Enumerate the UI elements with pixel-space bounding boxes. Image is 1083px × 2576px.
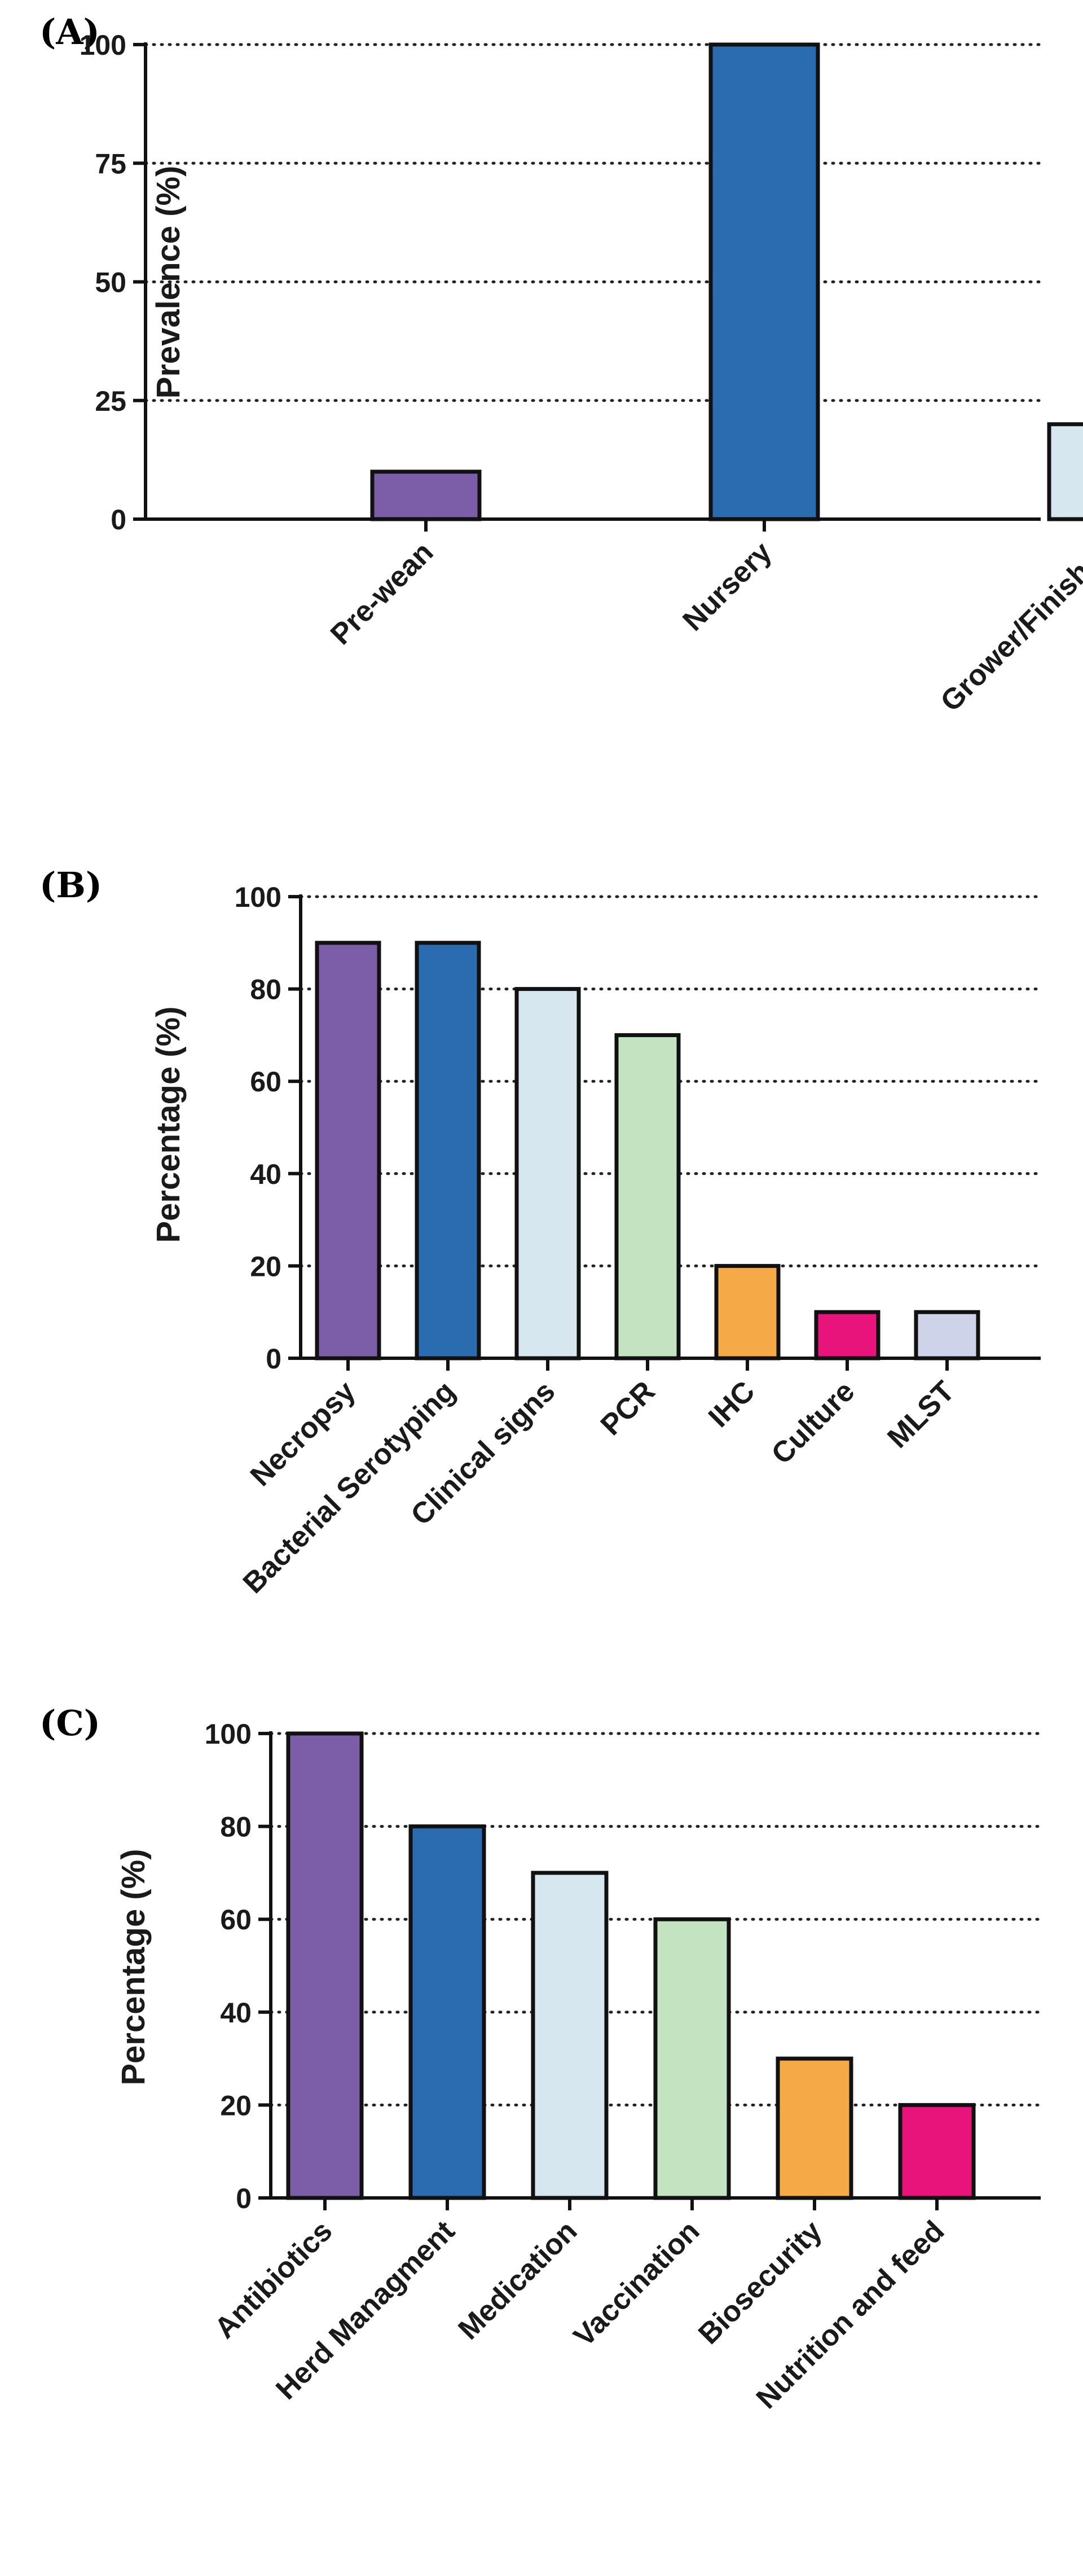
category-label-medication: Medication [452, 2214, 583, 2346]
y-tick-label: 25 [95, 385, 126, 417]
category-label-mlst: MLST [881, 1375, 961, 1454]
bar-bacterial-serotyping [415, 941, 481, 1361]
bar-biosecurity [776, 2056, 853, 2200]
y-tick-label: 80 [220, 1811, 252, 1843]
bar-mlst [914, 1310, 980, 1361]
y-tick-label: 100 [235, 881, 281, 913]
bar-vaccination [653, 1917, 731, 2200]
panel-label: (B) [39, 864, 102, 906]
category-label-culture: Culture [765, 1375, 861, 1471]
y-tick-label: 0 [236, 2183, 252, 2214]
bar-pre-wean [370, 469, 482, 521]
y-tick-label: 0 [111, 504, 126, 536]
y-tick-label: 20 [250, 1250, 281, 1282]
bar-ihc [714, 1263, 781, 1361]
category-label-vaccination: Vaccination [567, 2214, 706, 2353]
panel-c-control-measures-chart: (C) Percentage (%) 0 20 40 60 80 100 Antibiotics… [39, 1702, 1042, 2415]
category-label-grower-finisher: Grower/Finisher [935, 536, 1083, 718]
bar-clinical-signs [514, 987, 581, 1361]
bar-pcr [614, 1033, 681, 1361]
y-tick-label: 0 [266, 1343, 281, 1375]
category-label-ihc: IHC [702, 1375, 761, 1433]
y-axis-title: Percentage (%) [115, 1849, 152, 2085]
bar-medication [531, 1871, 609, 2200]
y-tick-label: 50 [95, 267, 126, 299]
panel-a-prevalence-chart: (A) Prevalence (%) 0 25 50 75 100 Pre-wean Nurse… [39, 11, 1083, 718]
y-tick-label: 80 [250, 974, 281, 1006]
y-axis-title: Percentage (%) [150, 1006, 187, 1243]
y-tick-label: 75 [95, 148, 126, 179]
bar-necropsy [315, 941, 381, 1361]
bar-nursery [708, 42, 820, 521]
y-tick-label: 100 [205, 1718, 252, 1750]
y-tick-label: 20 [220, 2090, 252, 2121]
bar-grower-finisher [1047, 422, 1083, 521]
y-axis-title: Prevalence (%) [150, 166, 187, 399]
category-label-antibiotics: Antibiotics [208, 2214, 338, 2345]
category-label-pcr: PCR [595, 1375, 662, 1442]
bar-nutrition-and-feed [898, 2103, 976, 2200]
panel-b-diagnostic-methods-chart: (B)Percentage (%)020406080100NecropsyBac… [39, 864, 1042, 1600]
category-label-biosecurity: Biosecurity [692, 2214, 828, 2350]
bar-antibiotics [286, 1731, 364, 2200]
panel-label: (C) [39, 1702, 100, 1744]
category-label-nursery: Nursery [676, 536, 778, 637]
y-tick-label: 60 [220, 1904, 252, 1936]
bar-herd-managment [408, 1824, 486, 2200]
y-tick-label: 60 [250, 1066, 281, 1098]
bar-culture [814, 1310, 881, 1361]
y-tick-label: 40 [250, 1158, 281, 1190]
category-label-pre-wean: Pre-wean [324, 536, 440, 651]
panel-label: (A) [39, 11, 100, 52]
y-tick-label: 40 [220, 1997, 252, 2029]
y-tick-label: 100 [80, 29, 126, 61]
